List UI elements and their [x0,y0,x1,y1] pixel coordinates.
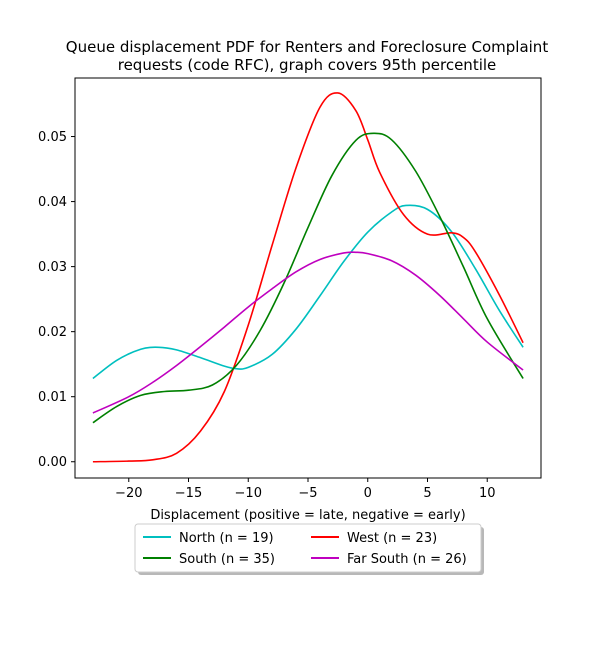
series-line-north [92,204,524,380]
y-tick-label: 0.03 [38,260,67,275]
x-axis: −20 −15 −10 −5 0 5 10 [115,478,496,501]
series-line-far-south [92,251,524,414]
chart-title-line-1: Queue displacement PDF for Renters and F… [66,38,549,56]
x-tick-label: 5 [423,486,431,501]
legend-label-south: South (n = 35) [179,552,275,567]
legend-label-west: West (n = 23) [347,531,437,546]
series-line-south [92,132,524,424]
x-tick-label: 10 [479,486,496,501]
x-tick-label: −20 [115,486,142,501]
x-tick-label: −10 [235,486,262,501]
x-tick-label: −5 [298,486,317,501]
series-line-west [92,92,524,463]
legend: North (n = 19) West (n = 23) South (n = 35… [134,523,484,575]
legend-box [134,523,482,573]
chart-title-line-2: requests (code RFC), graph covers 95th p… [118,56,497,74]
y-tick-label: 0.04 [38,195,67,210]
legend-label-north: North (n = 19) [179,531,274,546]
y-tick-label: 0.05 [38,130,67,145]
y-axis: 0.00 0.01 0.02 0.03 0.04 0.05 [38,130,75,470]
y-tick-label: 0.00 [38,455,67,470]
x-axis-label: Displacement (positive = late, negative … [150,508,465,523]
plot-series [92,92,524,463]
x-tick-label: −15 [175,486,202,501]
y-tick-label: 0.01 [38,390,67,405]
x-tick-label: 0 [364,486,372,501]
plot-area-frame [74,77,542,479]
legend-label-far-south: Far South (n = 26) [347,552,467,567]
legend-items: North (n = 19) West (n = 23) South (n = 35… [143,531,467,567]
y-tick-label: 0.02 [38,325,67,340]
